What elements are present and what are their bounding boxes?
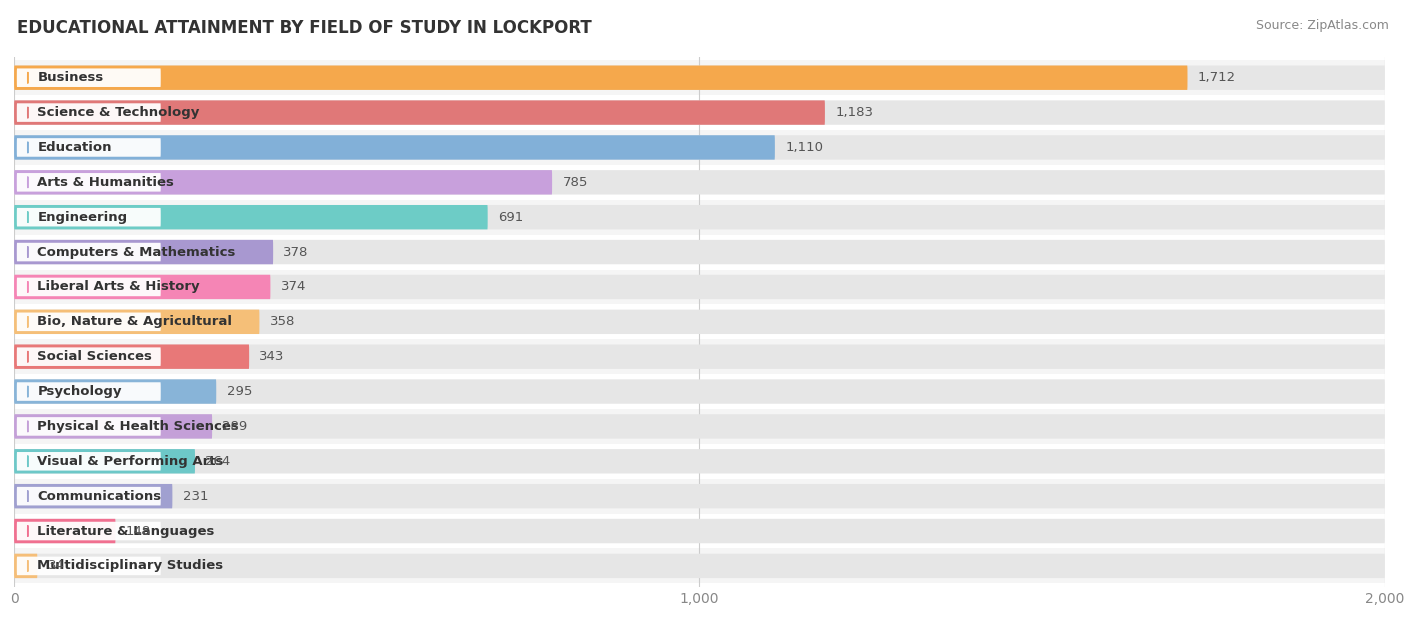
FancyBboxPatch shape: [14, 548, 1385, 583]
Text: 231: 231: [183, 490, 208, 503]
Text: 1,712: 1,712: [1198, 71, 1236, 84]
FancyBboxPatch shape: [14, 130, 1385, 165]
Text: 691: 691: [498, 211, 523, 224]
Text: Computers & Mathematics: Computers & Mathematics: [38, 245, 236, 259]
FancyBboxPatch shape: [14, 269, 1385, 304]
Text: EDUCATIONAL ATTAINMENT BY FIELD OF STUDY IN LOCKPORT: EDUCATIONAL ATTAINMENT BY FIELD OF STUDY…: [17, 19, 592, 37]
FancyBboxPatch shape: [14, 374, 1385, 409]
FancyBboxPatch shape: [17, 103, 160, 122]
FancyBboxPatch shape: [14, 345, 1385, 369]
Text: Bio, Nature & Agricultural: Bio, Nature & Agricultural: [38, 316, 232, 328]
FancyBboxPatch shape: [14, 165, 1385, 200]
Text: 264: 264: [205, 455, 231, 468]
FancyBboxPatch shape: [14, 205, 488, 230]
Text: Multidisciplinary Studies: Multidisciplinary Studies: [38, 560, 224, 572]
Text: 785: 785: [562, 176, 588, 189]
FancyBboxPatch shape: [14, 484, 1385, 509]
Text: 358: 358: [270, 316, 295, 328]
FancyBboxPatch shape: [14, 379, 1385, 404]
FancyBboxPatch shape: [14, 135, 1385, 160]
FancyBboxPatch shape: [17, 452, 160, 471]
Text: Psychology: Psychology: [38, 385, 122, 398]
Text: Science & Technology: Science & Technology: [38, 106, 200, 119]
Text: Engineering: Engineering: [38, 211, 128, 224]
FancyBboxPatch shape: [14, 339, 1385, 374]
FancyBboxPatch shape: [14, 514, 1385, 548]
FancyBboxPatch shape: [17, 278, 160, 296]
Text: Physical & Health Sciences: Physical & Health Sciences: [38, 420, 239, 433]
FancyBboxPatch shape: [17, 348, 160, 366]
FancyBboxPatch shape: [14, 274, 1385, 299]
Text: Literature & Languages: Literature & Languages: [38, 524, 215, 538]
Text: Business: Business: [38, 71, 104, 84]
FancyBboxPatch shape: [14, 95, 1385, 130]
Text: 289: 289: [222, 420, 247, 433]
Text: 1,183: 1,183: [835, 106, 873, 119]
FancyBboxPatch shape: [14, 554, 1385, 578]
FancyBboxPatch shape: [14, 444, 1385, 479]
FancyBboxPatch shape: [14, 519, 115, 543]
FancyBboxPatch shape: [14, 310, 260, 334]
FancyBboxPatch shape: [14, 310, 1385, 334]
FancyBboxPatch shape: [14, 170, 553, 194]
Text: Visual & Performing Arts: Visual & Performing Arts: [38, 455, 224, 468]
Text: Social Sciences: Social Sciences: [38, 350, 152, 363]
FancyBboxPatch shape: [14, 409, 1385, 444]
FancyBboxPatch shape: [14, 414, 212, 439]
FancyBboxPatch shape: [14, 66, 1188, 90]
FancyBboxPatch shape: [14, 100, 1385, 125]
FancyBboxPatch shape: [14, 449, 195, 473]
FancyBboxPatch shape: [17, 382, 160, 401]
FancyBboxPatch shape: [17, 417, 160, 435]
FancyBboxPatch shape: [14, 240, 1385, 264]
FancyBboxPatch shape: [14, 240, 273, 264]
FancyBboxPatch shape: [17, 173, 160, 192]
FancyBboxPatch shape: [14, 379, 217, 404]
FancyBboxPatch shape: [17, 68, 160, 87]
FancyBboxPatch shape: [17, 312, 160, 331]
FancyBboxPatch shape: [14, 235, 1385, 269]
FancyBboxPatch shape: [14, 484, 173, 509]
FancyBboxPatch shape: [14, 414, 1385, 439]
FancyBboxPatch shape: [14, 479, 1385, 514]
FancyBboxPatch shape: [14, 274, 270, 299]
FancyBboxPatch shape: [17, 208, 160, 227]
FancyBboxPatch shape: [14, 66, 1385, 90]
Text: Liberal Arts & History: Liberal Arts & History: [38, 280, 200, 293]
FancyBboxPatch shape: [14, 519, 1385, 543]
FancyBboxPatch shape: [14, 100, 825, 125]
FancyBboxPatch shape: [14, 449, 1385, 473]
FancyBboxPatch shape: [17, 243, 160, 261]
Text: 1,110: 1,110: [785, 141, 823, 154]
Text: 148: 148: [125, 524, 150, 538]
FancyBboxPatch shape: [17, 487, 160, 505]
Text: Communications: Communications: [38, 490, 162, 503]
FancyBboxPatch shape: [17, 522, 160, 540]
FancyBboxPatch shape: [14, 554, 38, 578]
Text: 343: 343: [260, 350, 285, 363]
FancyBboxPatch shape: [14, 345, 249, 369]
FancyBboxPatch shape: [17, 557, 160, 575]
FancyBboxPatch shape: [14, 200, 1385, 235]
Text: 34: 34: [48, 560, 65, 572]
Text: Source: ZipAtlas.com: Source: ZipAtlas.com: [1256, 19, 1389, 32]
FancyBboxPatch shape: [17, 138, 160, 156]
Text: 374: 374: [281, 280, 307, 293]
FancyBboxPatch shape: [14, 61, 1385, 95]
FancyBboxPatch shape: [14, 170, 1385, 194]
FancyBboxPatch shape: [14, 135, 775, 160]
Text: 378: 378: [284, 245, 309, 259]
FancyBboxPatch shape: [14, 304, 1385, 339]
Text: Arts & Humanities: Arts & Humanities: [38, 176, 174, 189]
Text: Education: Education: [38, 141, 112, 154]
Text: 295: 295: [226, 385, 252, 398]
FancyBboxPatch shape: [14, 205, 1385, 230]
